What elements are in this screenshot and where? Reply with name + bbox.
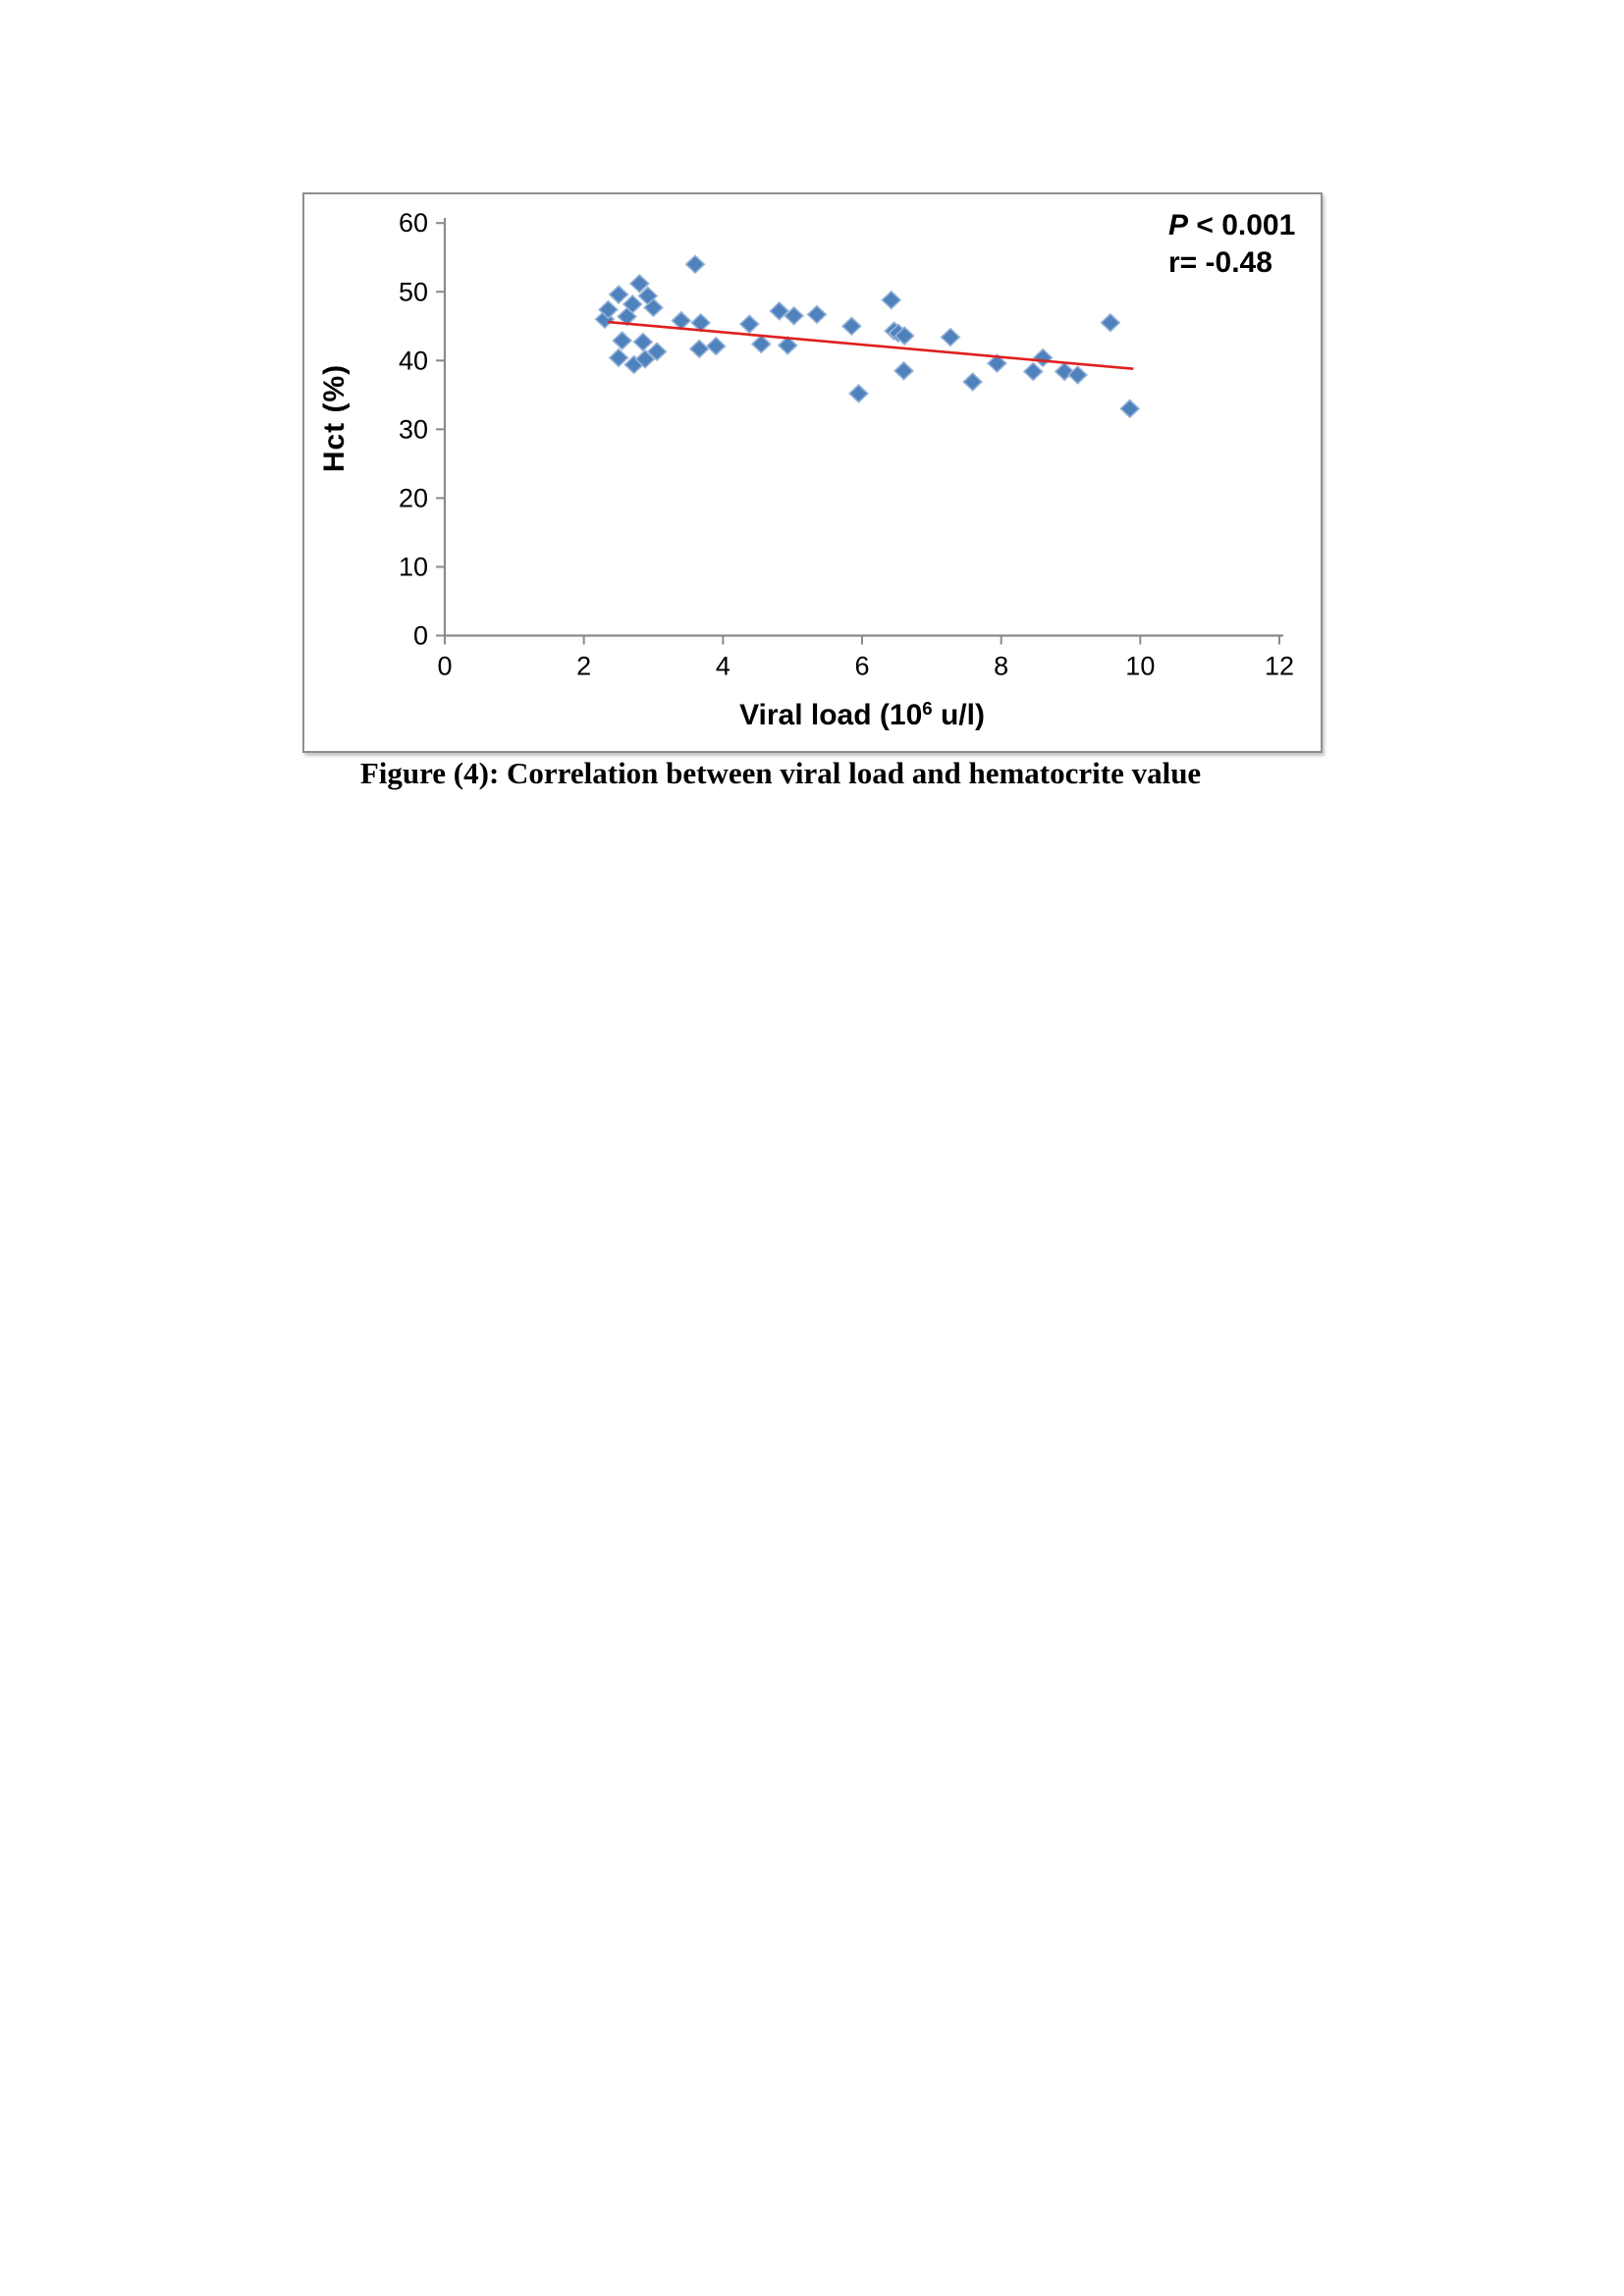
data-point-marker: [893, 360, 914, 381]
data-point-marker: [597, 299, 619, 320]
data-point-marker: [634, 348, 656, 369]
data-point-marker: [738, 314, 760, 335]
data-point-marker: [847, 384, 869, 403]
data-point-marker: [608, 347, 629, 368]
y-tick-label: 40: [399, 346, 428, 375]
data-point-marker: [893, 326, 915, 346]
x-tick-label: 4: [716, 652, 731, 681]
y-tick-label: 50: [399, 277, 428, 306]
scatter-chart: 0 10 20 30 40 50 60 0 2 4 6 8 10 12: [399, 208, 1294, 681]
data-point-marker: [962, 372, 984, 392]
data-point-marker: [1032, 347, 1054, 368]
data-point-marker: [840, 316, 862, 337]
y-tick-label: 30: [399, 414, 428, 444]
x-tick-label: 10: [1125, 652, 1155, 681]
data-point-marker: [684, 254, 706, 275]
figure-caption: Figure (4): Correlation between viral lo…: [359, 756, 1202, 790]
data-point-marker: [608, 285, 629, 304]
x-tick-label: 2: [576, 652, 591, 681]
x-tick-label: 0: [437, 652, 452, 681]
x-axis-title-unit: u/l): [932, 699, 985, 731]
data-point-marker: [806, 304, 828, 325]
data-point-marker: [1022, 361, 1044, 382]
data-point-marker: [643, 297, 664, 318]
x-tick-label: 12: [1265, 652, 1294, 681]
figure-panel: 0 10 20 30 40 50 60 0 2 4 6 8 10 12 Hct (%) Viral loa…: [302, 192, 1323, 753]
trendline: [608, 320, 1134, 371]
data-point-marker: [777, 335, 798, 355]
data-point-marker: [612, 331, 633, 350]
data-point-marker: [769, 300, 790, 321]
x-tick-label: 6: [854, 652, 869, 681]
p-value-line: P < 0.001: [1168, 207, 1295, 244]
stats-annotation: P < 0.001 r= -0.48: [1168, 207, 1295, 282]
r-value-line: r= -0.48: [1168, 246, 1272, 279]
data-point-marker: [688, 339, 710, 359]
p-value-text: < 0.001: [1188, 209, 1296, 241]
y-tick-label: 0: [413, 621, 428, 651]
data-point-marker: [881, 290, 902, 310]
data-point-marker: [784, 305, 805, 326]
data-point-marker: [622, 294, 643, 314]
data-point-marker: [646, 342, 668, 362]
x-axis-title-superscript: 6: [922, 697, 933, 719]
y-tick-label: 60: [399, 208, 428, 238]
data-point-marker: [1119, 399, 1141, 419]
data-point-marker: [750, 334, 772, 354]
y-tick-label: 20: [399, 483, 428, 512]
data-point-marker: [940, 327, 961, 347]
x-axis-title-text: Viral load (10: [739, 699, 923, 731]
y-axis-title: Hct (%): [318, 363, 351, 473]
data-point-marker: [628, 273, 650, 294]
x-axis-title: Viral load (106 u/l): [739, 697, 985, 732]
p-symbol: P: [1168, 209, 1189, 241]
x-tick-label: 8: [994, 652, 1008, 681]
data-point-marker: [1100, 312, 1121, 333]
data-point-marker: [632, 332, 654, 352]
data-point-marker: [986, 353, 1007, 374]
data-point-marker: [705, 336, 727, 356]
y-tick-label: 10: [399, 552, 428, 581]
data-point-marker: [1067, 365, 1089, 385]
